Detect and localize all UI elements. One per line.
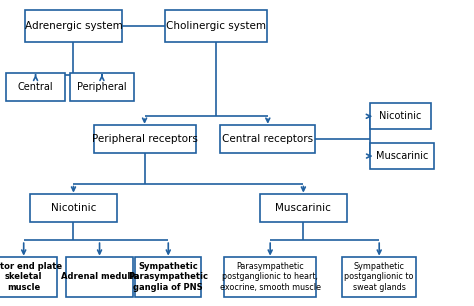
FancyBboxPatch shape	[342, 257, 416, 297]
FancyBboxPatch shape	[0, 257, 57, 297]
FancyBboxPatch shape	[25, 10, 122, 42]
Text: Central receptors: Central receptors	[222, 134, 313, 144]
FancyBboxPatch shape	[29, 194, 117, 222]
Text: Nicotinic: Nicotinic	[51, 203, 96, 213]
Text: Central: Central	[18, 82, 54, 92]
FancyBboxPatch shape	[94, 125, 195, 153]
FancyBboxPatch shape	[370, 143, 434, 169]
FancyBboxPatch shape	[224, 257, 316, 297]
Text: Adrenal medulla: Adrenal medulla	[61, 272, 138, 282]
Text: Muscarinic: Muscarinic	[275, 203, 331, 213]
FancyBboxPatch shape	[370, 103, 431, 129]
FancyBboxPatch shape	[6, 73, 65, 101]
FancyBboxPatch shape	[165, 10, 266, 42]
Text: Peripheral: Peripheral	[77, 82, 127, 92]
Text: Nicotinic: Nicotinic	[379, 111, 422, 121]
Text: Parasympathetic
postganglionic to heart,
exocrine, smooth muscle: Parasympathetic postganglionic to heart,…	[219, 262, 321, 292]
FancyBboxPatch shape	[220, 125, 315, 153]
Text: Cholinergic system: Cholinergic system	[166, 21, 265, 31]
Text: Muscarinic: Muscarinic	[376, 151, 428, 161]
FancyBboxPatch shape	[259, 194, 347, 222]
Text: Sympathetic
Parasympathetic
ganglia of PNS: Sympathetic Parasympathetic ganglia of P…	[128, 262, 208, 292]
Text: Motor end plate
skeletal
muscle: Motor end plate skeletal muscle	[0, 262, 62, 292]
FancyBboxPatch shape	[70, 73, 134, 101]
Text: Adrenergic system: Adrenergic system	[25, 21, 122, 31]
Text: Sympathetic
postganglionic to
sweat glands: Sympathetic postganglionic to sweat glan…	[345, 262, 414, 292]
Text: Peripheral receptors: Peripheral receptors	[91, 134, 198, 144]
FancyBboxPatch shape	[135, 257, 201, 297]
FancyBboxPatch shape	[66, 257, 133, 297]
